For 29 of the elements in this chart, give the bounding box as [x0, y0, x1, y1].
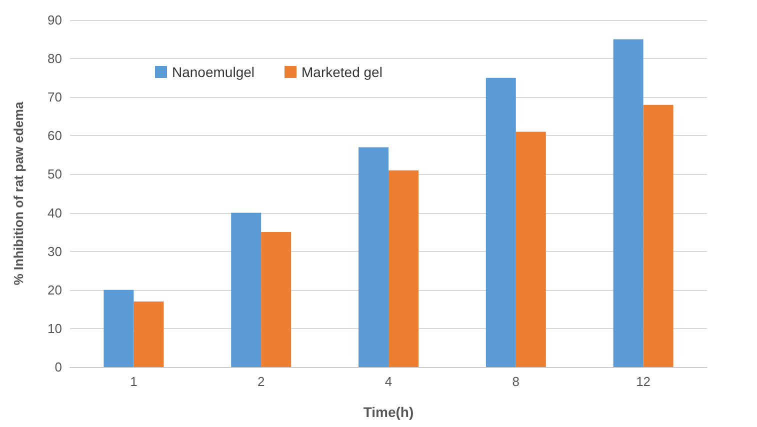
bar [134, 301, 164, 367]
bar [643, 104, 674, 367]
y-tick-label: 60 [48, 128, 62, 144]
y-tick-label: 70 [48, 90, 62, 105]
y-tick-label: 20 [48, 282, 62, 298]
y-tick-label: 50 [48, 166, 62, 182]
x-axis-title: Time(h) [363, 404, 414, 420]
legend-label: Nanoemulgel [172, 64, 254, 80]
x-tick-label: 4 [384, 374, 392, 389]
bar [516, 132, 546, 367]
legend-label: Marketed gel [301, 64, 382, 80]
x-tick-label: 8 [512, 374, 520, 389]
bar [231, 212, 262, 367]
bar [486, 78, 516, 367]
x-tick-label: 2 [257, 374, 265, 389]
bar [613, 39, 644, 367]
y-tick-label: 40 [48, 205, 62, 220]
bar [104, 290, 134, 367]
y-tick-label: 90 [48, 12, 62, 28]
y-tick-label: 0 [54, 360, 62, 374]
bar [388, 170, 418, 367]
bar [261, 232, 292, 367]
x-tick-label: 12 [636, 374, 651, 389]
y-axis-title: % Inhibition of rat paw edema [11, 101, 26, 286]
y-tick-label: 30 [48, 244, 62, 259]
x-tick-label: 1 [130, 374, 138, 389]
bar [358, 147, 388, 367]
y-tick-label: 10 [48, 320, 62, 336]
y-tick-label: 80 [48, 51, 62, 66]
